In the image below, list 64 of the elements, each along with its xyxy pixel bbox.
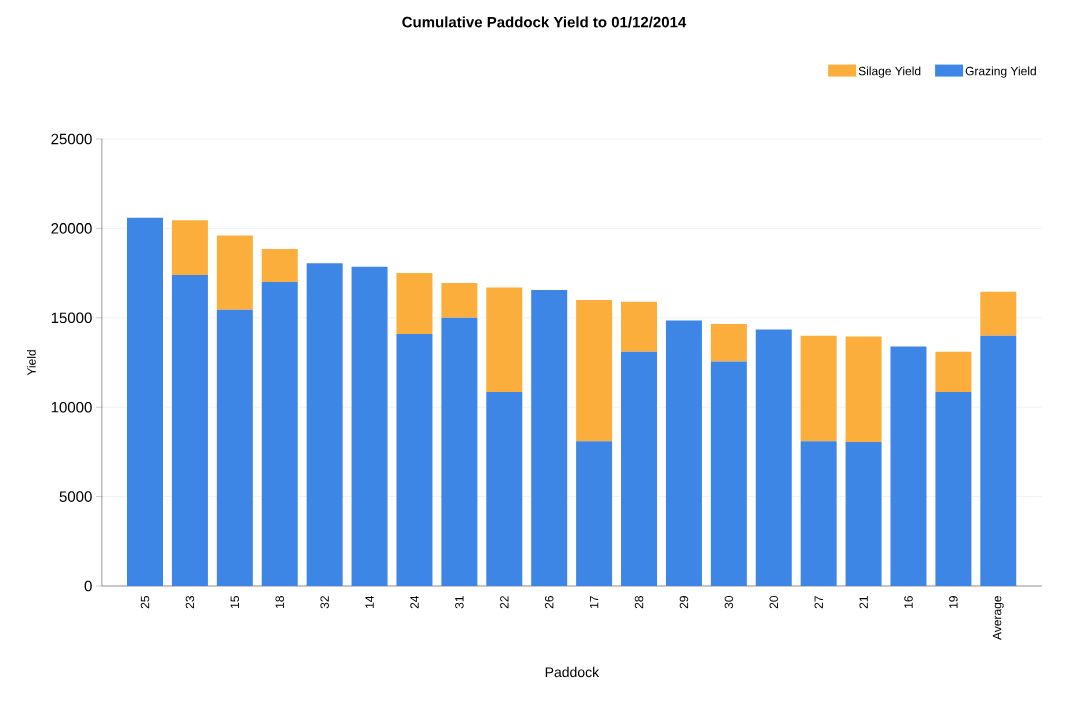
x-tick-label: 15 bbox=[230, 596, 240, 608]
y-tick-label: 25000 bbox=[51, 133, 92, 145]
y-tick-label: 10000 bbox=[51, 401, 92, 413]
y-tick-label: 15000 bbox=[51, 312, 92, 324]
x-tick-label: 25 bbox=[140, 596, 150, 609]
x-tick-label: 32 bbox=[320, 596, 329, 609]
x-tick-label: 20 bbox=[769, 595, 778, 609]
bar bbox=[935, 351, 972, 392]
x-tick-label: 17 bbox=[590, 596, 599, 608]
bar bbox=[800, 335, 837, 442]
y-tick-label: 5000 bbox=[59, 491, 92, 502]
x-tick-label: 31 bbox=[455, 596, 464, 609]
y-axis-title: Yield bbox=[26, 350, 36, 376]
x-tick-label: 19 bbox=[949, 596, 958, 608]
x-tick-label: 27 bbox=[814, 596, 823, 609]
bar bbox=[980, 335, 1017, 586]
x-tick-label: Average bbox=[992, 596, 1004, 640]
x-tick-label: 14 bbox=[365, 595, 374, 608]
bar bbox=[351, 266, 388, 586]
bar bbox=[396, 333, 433, 586]
x-tick-label: 26 bbox=[544, 596, 554, 609]
x-tick-label: 18 bbox=[275, 596, 284, 608]
bar bbox=[171, 274, 208, 586]
bar bbox=[980, 291, 1017, 336]
bar bbox=[441, 282, 478, 318]
x-tick-label: 21 bbox=[859, 596, 868, 609]
bar bbox=[890, 346, 927, 586]
bar bbox=[935, 391, 972, 586]
bar bbox=[755, 329, 792, 586]
bar bbox=[576, 441, 613, 586]
bar bbox=[710, 324, 747, 362]
legend-label: Grazing Yield bbox=[965, 66, 1036, 78]
bar bbox=[665, 320, 702, 586]
bar bbox=[396, 273, 433, 334]
bar bbox=[306, 263, 343, 586]
legend-label: Silage Yield bbox=[858, 66, 921, 78]
x-tick-label: 16 bbox=[904, 596, 913, 608]
bar bbox=[486, 391, 523, 586]
bar bbox=[710, 361, 747, 586]
chart-title: Cumulative Paddock Yield to 01/12/2014 bbox=[402, 16, 687, 28]
bar bbox=[261, 282, 298, 586]
bar bbox=[486, 287, 523, 392]
bar bbox=[800, 441, 837, 586]
bar bbox=[845, 442, 882, 586]
bar bbox=[576, 299, 613, 442]
y-tick-label: 0 bbox=[84, 580, 92, 592]
bar bbox=[261, 248, 298, 283]
bar bbox=[621, 301, 658, 352]
bar bbox=[531, 290, 568, 586]
y-tick-label: 20000 bbox=[51, 223, 92, 234]
bar bbox=[216, 309, 253, 586]
x-tick-label: 23 bbox=[185, 596, 195, 609]
bar bbox=[845, 336, 882, 443]
x-tick-label: 22 bbox=[500, 596, 509, 609]
bar bbox=[621, 351, 658, 586]
bar bbox=[441, 317, 478, 586]
bar bbox=[127, 217, 164, 586]
x-tick-label: 24 bbox=[410, 595, 419, 609]
bar bbox=[216, 235, 253, 310]
x-tick-label: 28 bbox=[634, 596, 644, 609]
x-axis-title: Paddock bbox=[545, 666, 600, 678]
bar bbox=[171, 220, 208, 275]
x-tick-label: 29 bbox=[679, 596, 689, 609]
x-tick-label: 30 bbox=[724, 595, 734, 609]
